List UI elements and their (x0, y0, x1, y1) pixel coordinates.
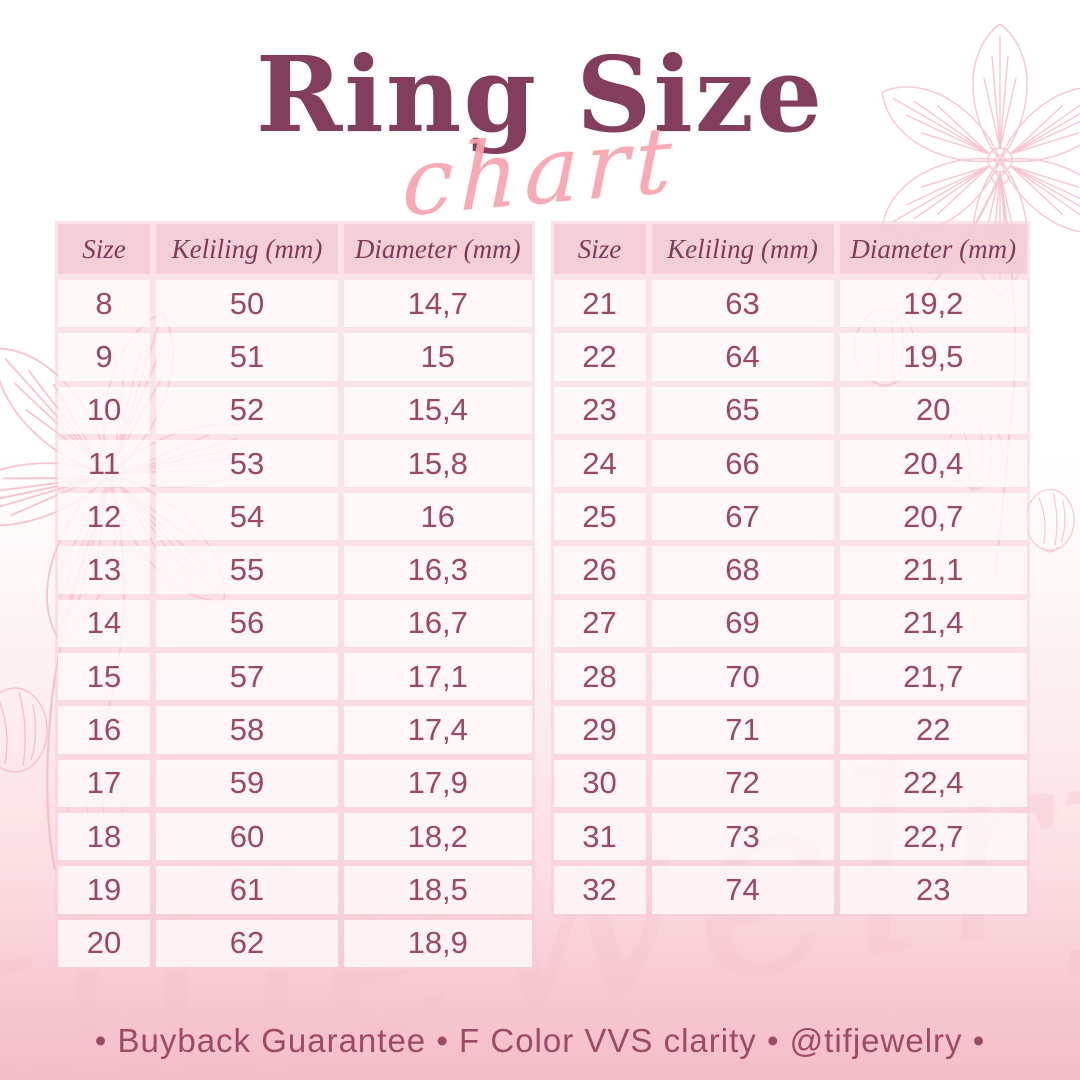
table-cell: 70 (651, 653, 834, 701)
table-cell: 25 (553, 493, 646, 541)
table-cell: 24 (553, 439, 646, 488)
table-cell: 17,1 (344, 653, 532, 701)
table-cell: 23 (839, 866, 1027, 914)
table-cell: 31 (553, 812, 646, 861)
table-cell: 15 (344, 333, 532, 381)
table-cell: 74 (651, 866, 834, 914)
table-cell: 65 (651, 386, 834, 434)
table-cell: 71 (651, 706, 834, 754)
table-cell: 22,7 (839, 812, 1027, 861)
table-cell: 16,7 (344, 599, 532, 648)
table-cell: 20,4 (839, 439, 1027, 488)
table-cell: 8 (58, 280, 150, 328)
table-cell: 60 (156, 812, 339, 861)
table-cell: 30 (553, 759, 646, 807)
table-cell: 15,8 (344, 439, 532, 488)
column-header-diameter: Diameter (mm) (839, 224, 1027, 274)
table-cell: 51 (156, 333, 339, 381)
table-cell: 23 (553, 386, 646, 434)
table-cell: 50 (156, 280, 339, 328)
table-cell: 17,4 (344, 706, 532, 754)
table-cell: 58 (156, 706, 339, 754)
table-cell: 19,2 (839, 280, 1027, 328)
table-cell: 67 (651, 493, 834, 541)
table-cell: 22 (553, 333, 646, 381)
table-cell: 17 (58, 759, 150, 807)
table-cell: 19 (58, 866, 150, 914)
table-cell: 21 (553, 280, 646, 328)
table-cell: 21,1 (839, 546, 1027, 594)
table-cell: 14,7 (344, 280, 532, 328)
table-cell: 63 (651, 280, 834, 328)
table-cell: 17,9 (344, 759, 532, 807)
page-header: Ring Size chart (0, 33, 1080, 238)
table-cell: 9 (58, 333, 150, 381)
table-cell: 55 (156, 546, 339, 594)
size-tables-container: Size Keliling (mm) Diameter (mm) 8 50 14,7… (55, 221, 1030, 970)
column-header-keliling: Keliling (mm) (156, 224, 339, 274)
table-cell: 62 (156, 919, 339, 967)
column-header-size: Size (553, 224, 646, 274)
table-cell: 68 (651, 546, 834, 594)
table-cell: 16 (344, 493, 532, 541)
ring-size-table-left: Size Keliling (mm) Diameter (mm) 8 50 14,7… (55, 221, 535, 970)
page-title: Ring Size (255, 33, 825, 156)
table-cell: 27 (553, 599, 646, 648)
table-cell: 73 (651, 812, 834, 861)
table-cell: 53 (156, 439, 339, 488)
table-cell: 59 (156, 759, 339, 807)
table-cell: 54 (156, 493, 339, 541)
table-cell: 16,3 (344, 546, 532, 594)
table-cell: 56 (156, 599, 339, 648)
table-cell: 19,5 (839, 333, 1027, 381)
table-cell: 16 (58, 706, 150, 754)
table-cell: 64 (651, 333, 834, 381)
table-cell: 12 (58, 493, 150, 541)
table-cell: 26 (553, 546, 646, 594)
footer-tagline: • Buyback Guarantee • F Color VVS clarit… (94, 1022, 986, 1059)
table-cell: 69 (651, 599, 834, 648)
table-cell: 10 (58, 386, 150, 434)
table-cell: 22,4 (839, 759, 1027, 807)
column-header-keliling: Keliling (mm) (651, 224, 834, 274)
table-cell: 15 (58, 653, 150, 701)
table-cell: 18 (58, 812, 150, 861)
table-cell: 57 (156, 653, 339, 701)
table-cell: 28 (553, 653, 646, 701)
table-cell: 52 (156, 386, 339, 434)
table-cell: 18,9 (344, 919, 532, 967)
table-cell: 21,4 (839, 599, 1027, 648)
table-cell: 14 (58, 599, 150, 648)
ring-size-table-right: Size Keliling (mm) Diameter (mm) 21 63 19,… (550, 221, 1030, 917)
table-cell: 21,7 (839, 653, 1027, 701)
column-header-diameter: Diameter (mm) (344, 224, 532, 274)
table-cell: 18,5 (344, 866, 532, 914)
table-cell: 61 (156, 866, 339, 914)
column-header-size: Size (58, 224, 150, 274)
table-cell: 32 (553, 866, 646, 914)
table-cell: 22 (839, 706, 1027, 754)
table-cell: 18,2 (344, 812, 532, 861)
table-cell: 29 (553, 706, 646, 754)
table-cell: 15,4 (344, 386, 532, 434)
table-cell: 13 (58, 546, 150, 594)
table-cell: 66 (651, 439, 834, 488)
table-cell: 72 (651, 759, 834, 807)
table-cell: 11 (58, 439, 150, 488)
table-cell: 20 (58, 919, 150, 967)
table-cell: 20 (839, 386, 1027, 434)
table-cell: 20,7 (839, 493, 1027, 541)
